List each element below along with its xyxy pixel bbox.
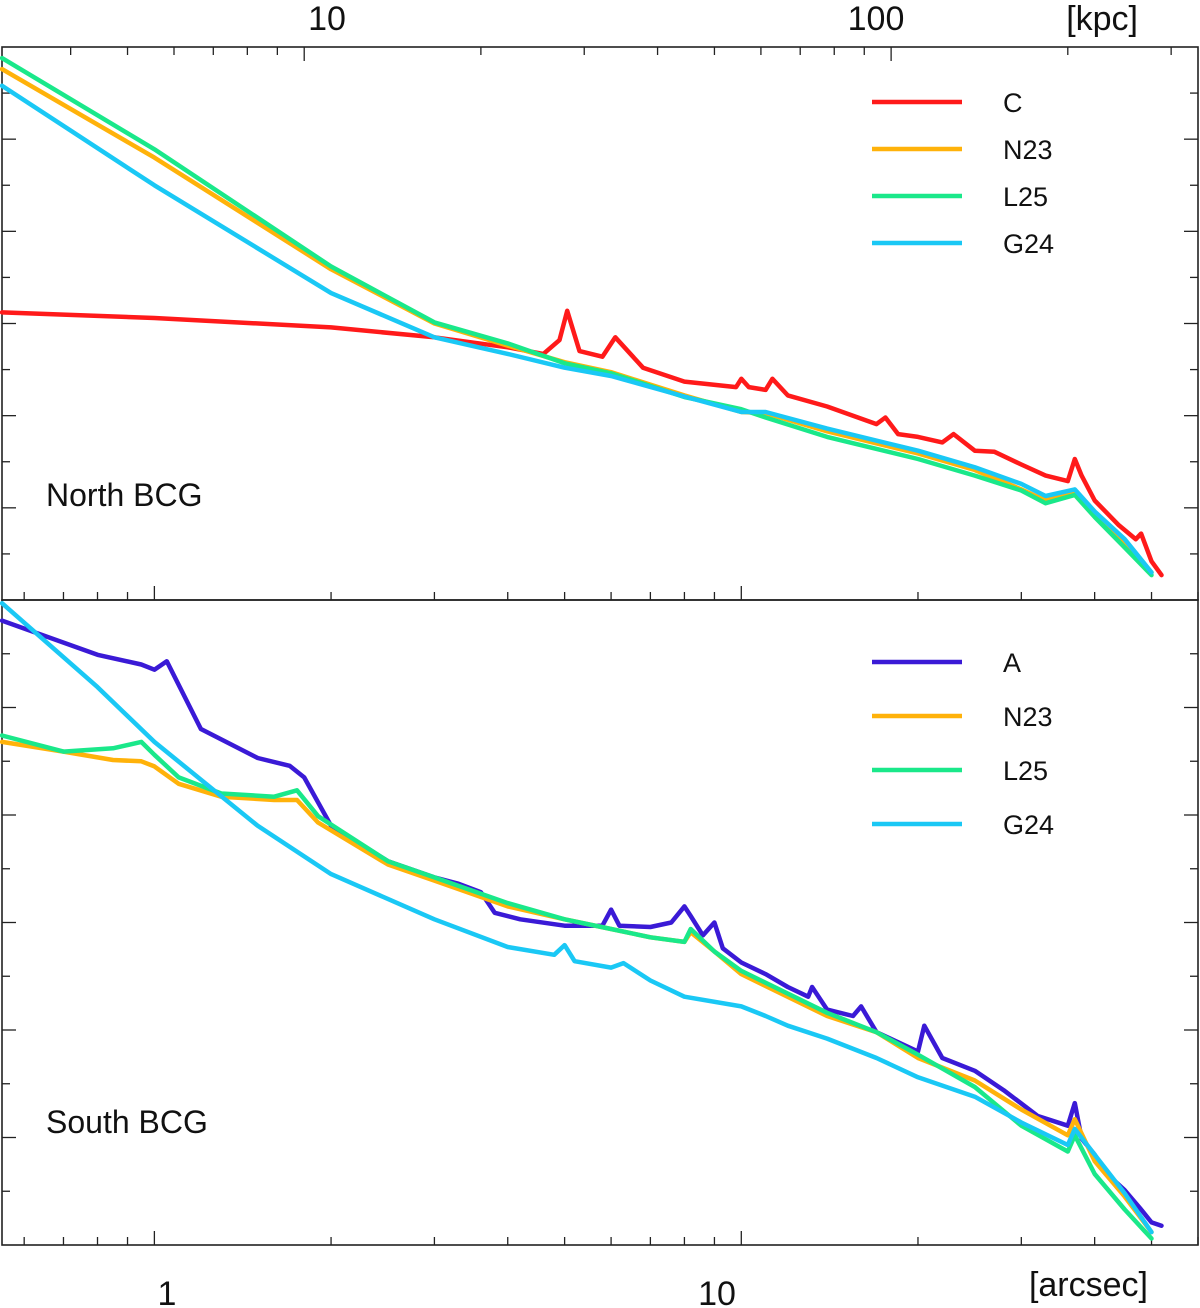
north-legend-label-n23: N23 (1003, 135, 1053, 165)
kpc-unit-label: [kpc] (1066, 0, 1138, 38)
south-bcg-panel: South BCG A N23 L25 G24 (0, 599, 1199, 1246)
south-series-l25-line (0, 733, 1154, 1241)
arcsec-tick-label-1: 1 (158, 1275, 177, 1308)
south-bcg-legend: A N23 L25 G24 (872, 648, 1054, 840)
south-legend-label-a: A (1003, 648, 1021, 678)
north-legend-label-g24: G24 (1003, 229, 1054, 259)
north-bcg-ticks (2, 47, 1199, 600)
south-legend-label-g24: G24 (1003, 810, 1054, 840)
north-legend-label-l25: L25 (1003, 182, 1048, 212)
arcsec-unit-label: [arcsec] (1029, 1266, 1148, 1304)
south-legend-label-l25: L25 (1003, 756, 1048, 786)
north-bcg-frame (1, 46, 1199, 601)
north-legend-label-c: C (1003, 88, 1023, 118)
kpc-axis-labels: 10 100 [kpc] (308, 0, 1138, 38)
south-series-g24-line (0, 600, 1154, 1235)
south-bcg-frame (1, 599, 1199, 1246)
north-series-l25-line (0, 55, 1154, 578)
south-bcg-series (0, 600, 1164, 1241)
north-bcg-series (0, 55, 1164, 578)
south-legend-label-n23: N23 (1003, 702, 1053, 732)
arcsec-axis-labels: 1 10 [arcsec] (158, 1266, 1148, 1308)
south-bcg-label: South BCG (46, 1104, 208, 1140)
kpc-tick-label-100: 100 (848, 0, 905, 38)
south-bcg-ticks (2, 653, 1199, 1245)
north-series-g24-line (0, 83, 1154, 575)
south-series-a-line (0, 618, 1164, 1228)
north-series-c-line (0, 308, 1164, 578)
north-bcg-label: North BCG (46, 477, 202, 513)
north-bcg-legend: C N23 L25 G24 (872, 88, 1054, 259)
south-series-n23-line (0, 739, 1154, 1235)
kpc-tick-label-10: 10 (308, 0, 346, 38)
north-bcg-panel: North BCG C N23 L25 G24 (0, 46, 1199, 601)
arcsec-tick-label-10: 10 (698, 1275, 736, 1308)
